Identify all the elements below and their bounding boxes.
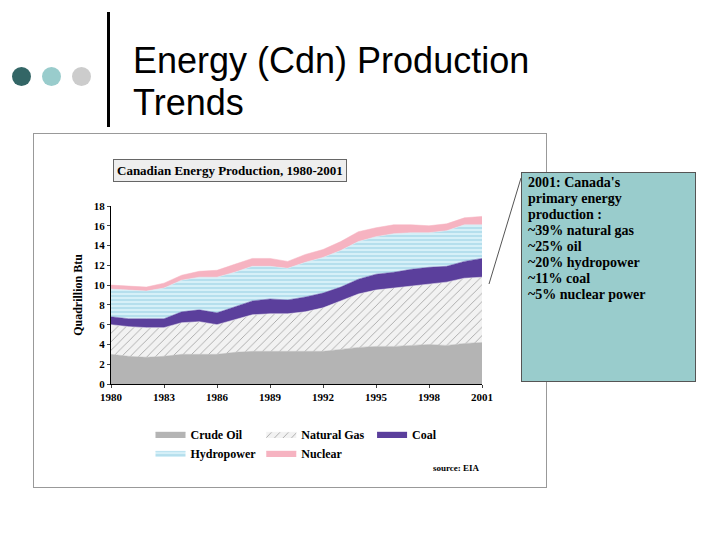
html-text:2001: Canada's: 2001: Canada's — [528, 175, 621, 190]
svg-text:Canadian Energy Production, 19: Canadian Energy Production, 1980-2001 — [117, 163, 343, 178]
svg-text:1986: 1986 — [206, 391, 229, 403]
svg-text:Nuclear: Nuclear — [301, 447, 342, 461]
svg-text:Coal: Coal — [412, 428, 437, 442]
svg-text:Crude Oil: Crude Oil — [191, 428, 243, 442]
svg-text:source: EIA: source: EIA — [433, 463, 480, 473]
svg-text:Hydropower: Hydropower — [191, 447, 257, 461]
svg-text:1980: 1980 — [100, 391, 123, 403]
svg-text:16: 16 — [94, 220, 106, 232]
html-text:primary energy: primary energy — [528, 191, 622, 206]
svg-text:10: 10 — [94, 279, 106, 291]
svg-text:1983: 1983 — [153, 391, 176, 403]
svg-text:18: 18 — [94, 200, 106, 212]
svg-text:2: 2 — [99, 358, 105, 370]
svg-text:Natural Gas: Natural Gas — [301, 428, 364, 442]
svg-text:12: 12 — [94, 259, 106, 271]
html-text:~5% nuclear power: ~5% nuclear power — [528, 287, 646, 302]
svg-text:4: 4 — [99, 338, 105, 350]
svg-text:1995: 1995 — [365, 391, 388, 403]
html-text:Energy (Cdn) Production Trends: Energy (Cdn) Production Trends — [133, 40, 530, 123]
html-text:~11% coal: ~11% coal — [528, 271, 591, 286]
svg-text:8: 8 — [99, 299, 105, 311]
svg-text:6: 6 — [99, 319, 105, 331]
svg-text:14: 14 — [94, 239, 106, 251]
svg-text:Quadrillion Btu: Quadrillion Btu — [71, 254, 85, 336]
svg-text:1992: 1992 — [312, 391, 335, 403]
html-text:~20% hydropower: ~20% hydropower — [528, 255, 640, 270]
svg-text:1989: 1989 — [259, 391, 282, 403]
svg-text:0: 0 — [99, 378, 105, 390]
html-text:~25% oil: ~25% oil — [528, 239, 582, 254]
svg-text:2001: 2001 — [471, 391, 493, 403]
html-text:production :: production : — [528, 207, 602, 222]
svg-text:1998: 1998 — [418, 391, 441, 403]
html-text:~39% natural gas: ~39% natural gas — [528, 223, 635, 238]
